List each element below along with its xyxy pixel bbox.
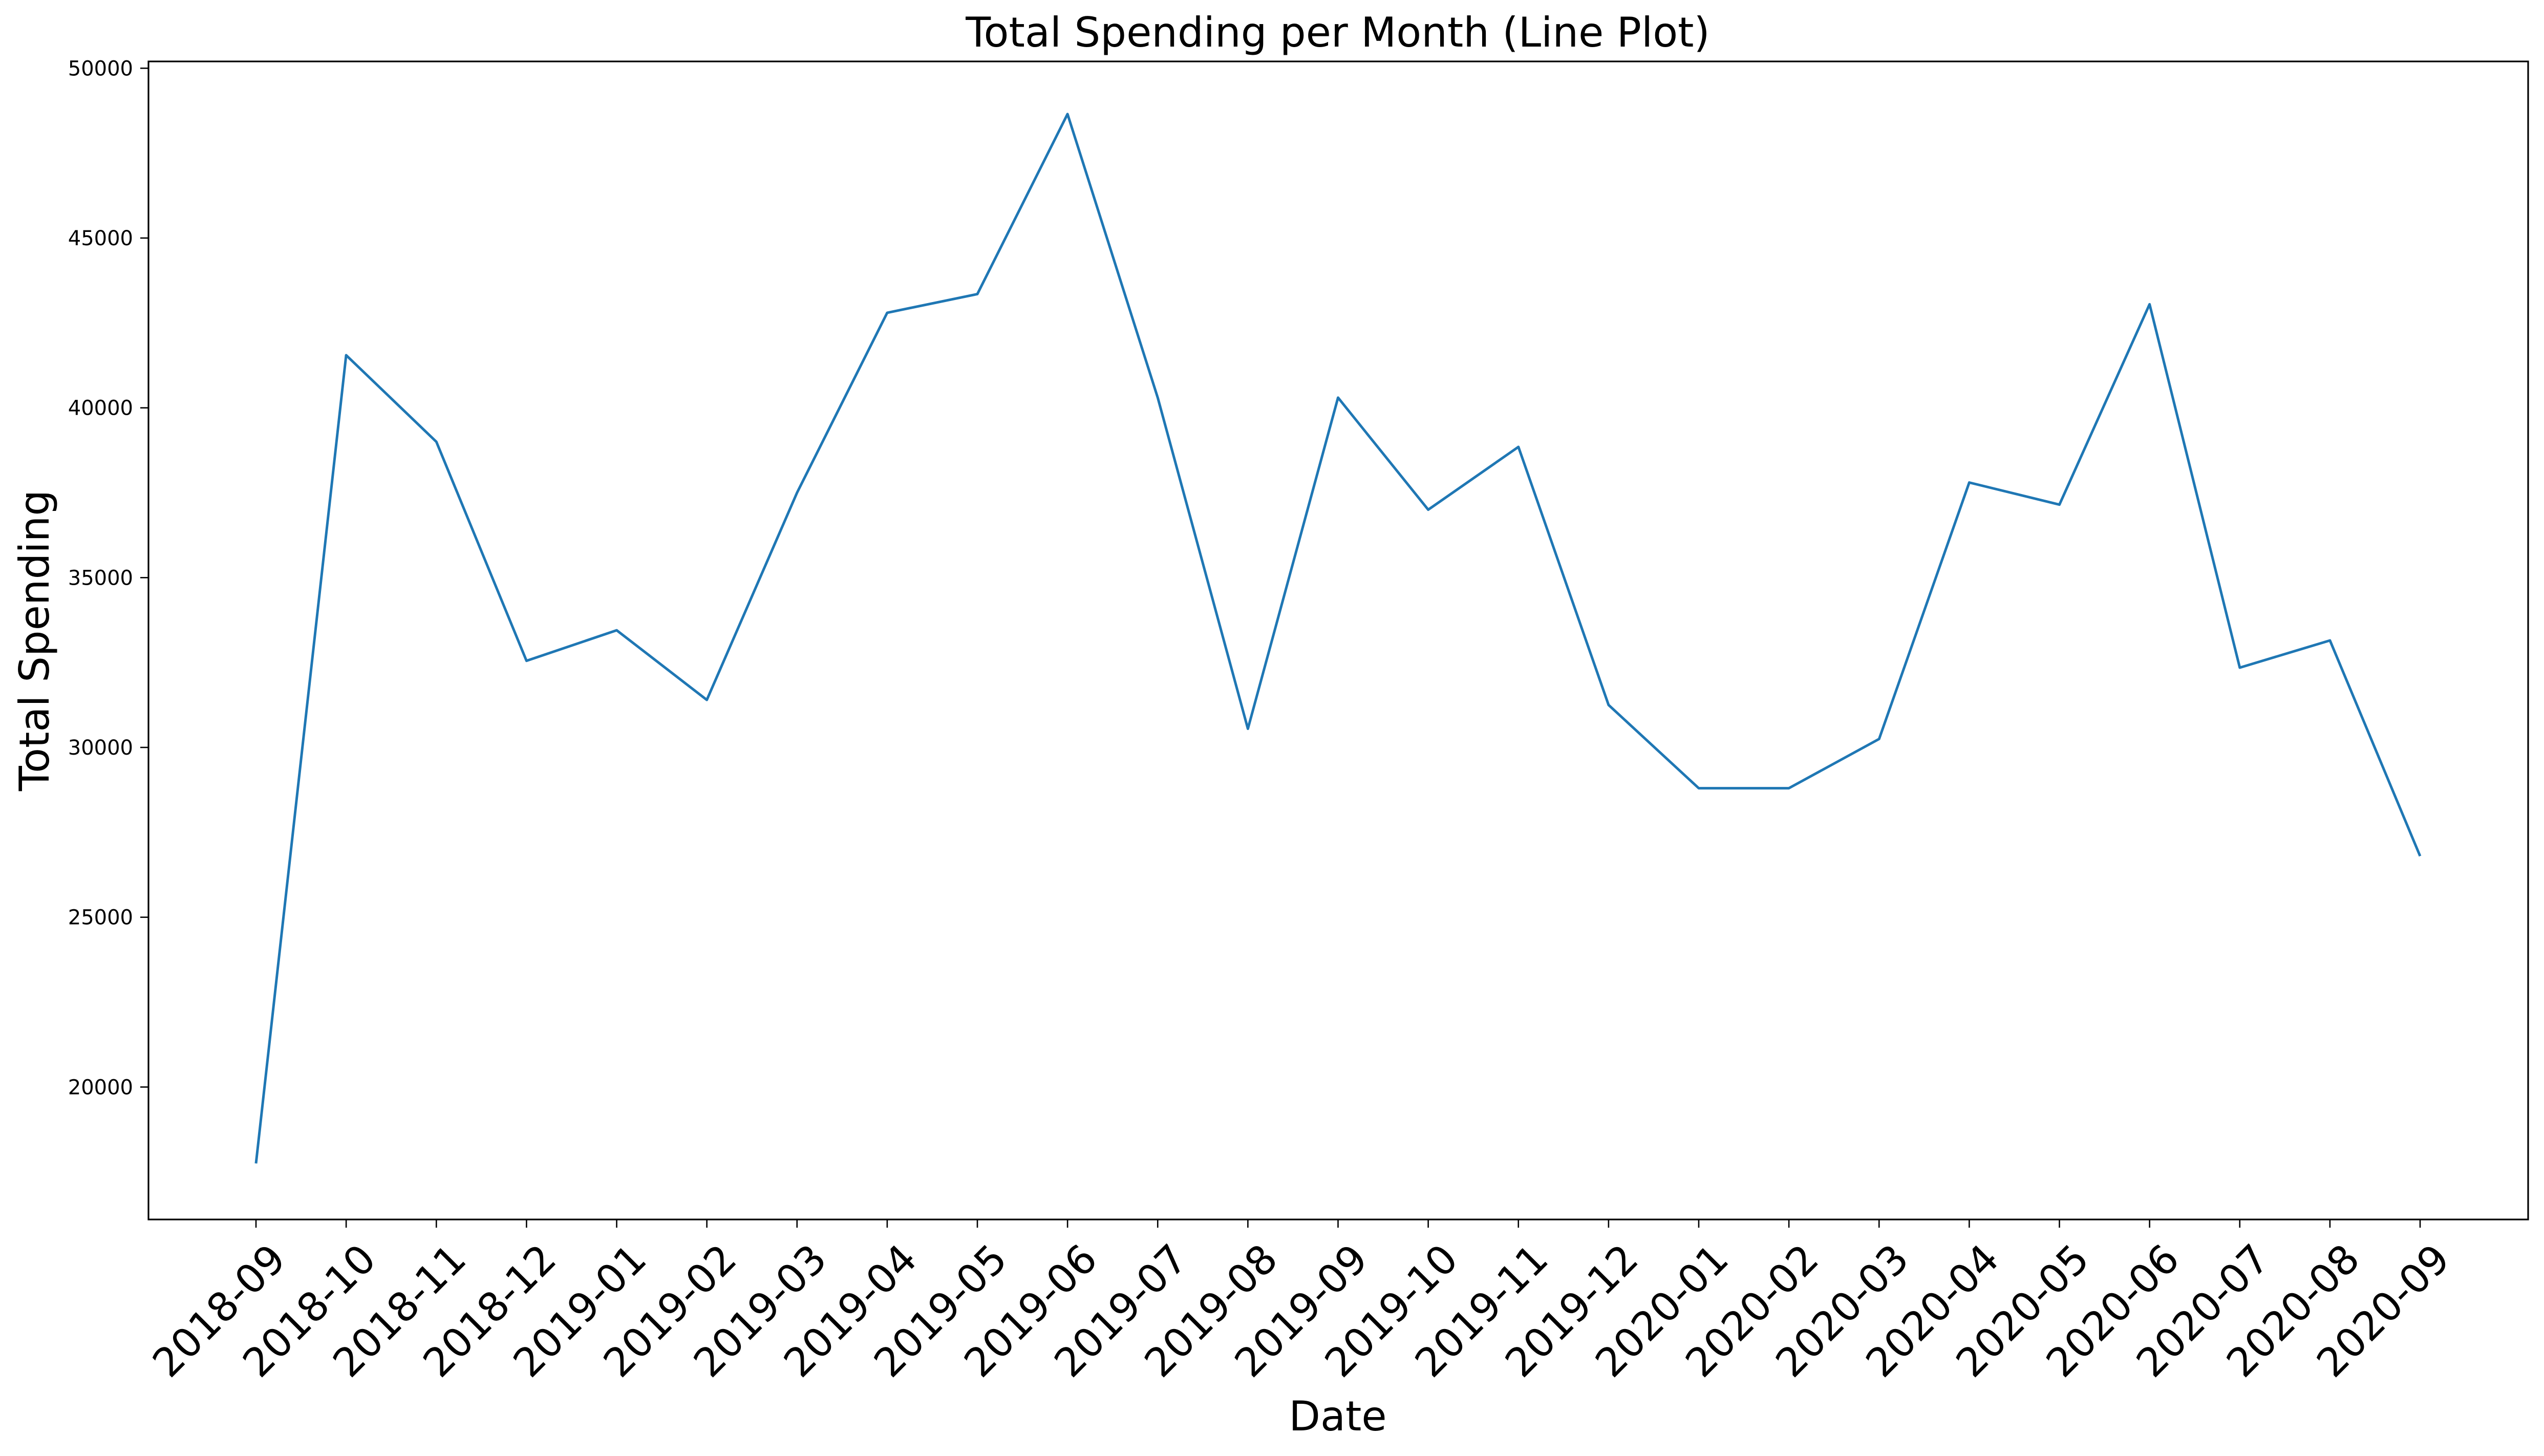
series-group bbox=[254, 113, 2422, 1164]
y-axis-label: Total Spending bbox=[11, 490, 58, 791]
plot-area-frame bbox=[147, 60, 2529, 1221]
x-axis-ticks: 2018-092018-102018-112018-122019-012019-… bbox=[144, 1219, 2459, 1386]
y-tick-label: 50000 bbox=[68, 57, 133, 80]
y-tick-label: 20000 bbox=[68, 1076, 133, 1099]
y-axis-ticks: 20000 25000 30000 35000 40000 45000 50000 bbox=[68, 57, 148, 1099]
y-tick-label: 25000 bbox=[68, 906, 133, 930]
x-axis-label: Date bbox=[1289, 1393, 1386, 1440]
y-tick-label: 40000 bbox=[68, 397, 133, 420]
y-tick-label: 30000 bbox=[68, 736, 133, 760]
chart-title: Total Spending per Month (Line Plot) bbox=[965, 9, 1710, 56]
y-tick-label: 35000 bbox=[68, 566, 133, 590]
y-tick-label: 45000 bbox=[68, 227, 133, 250]
series-line bbox=[254, 113, 2422, 1164]
